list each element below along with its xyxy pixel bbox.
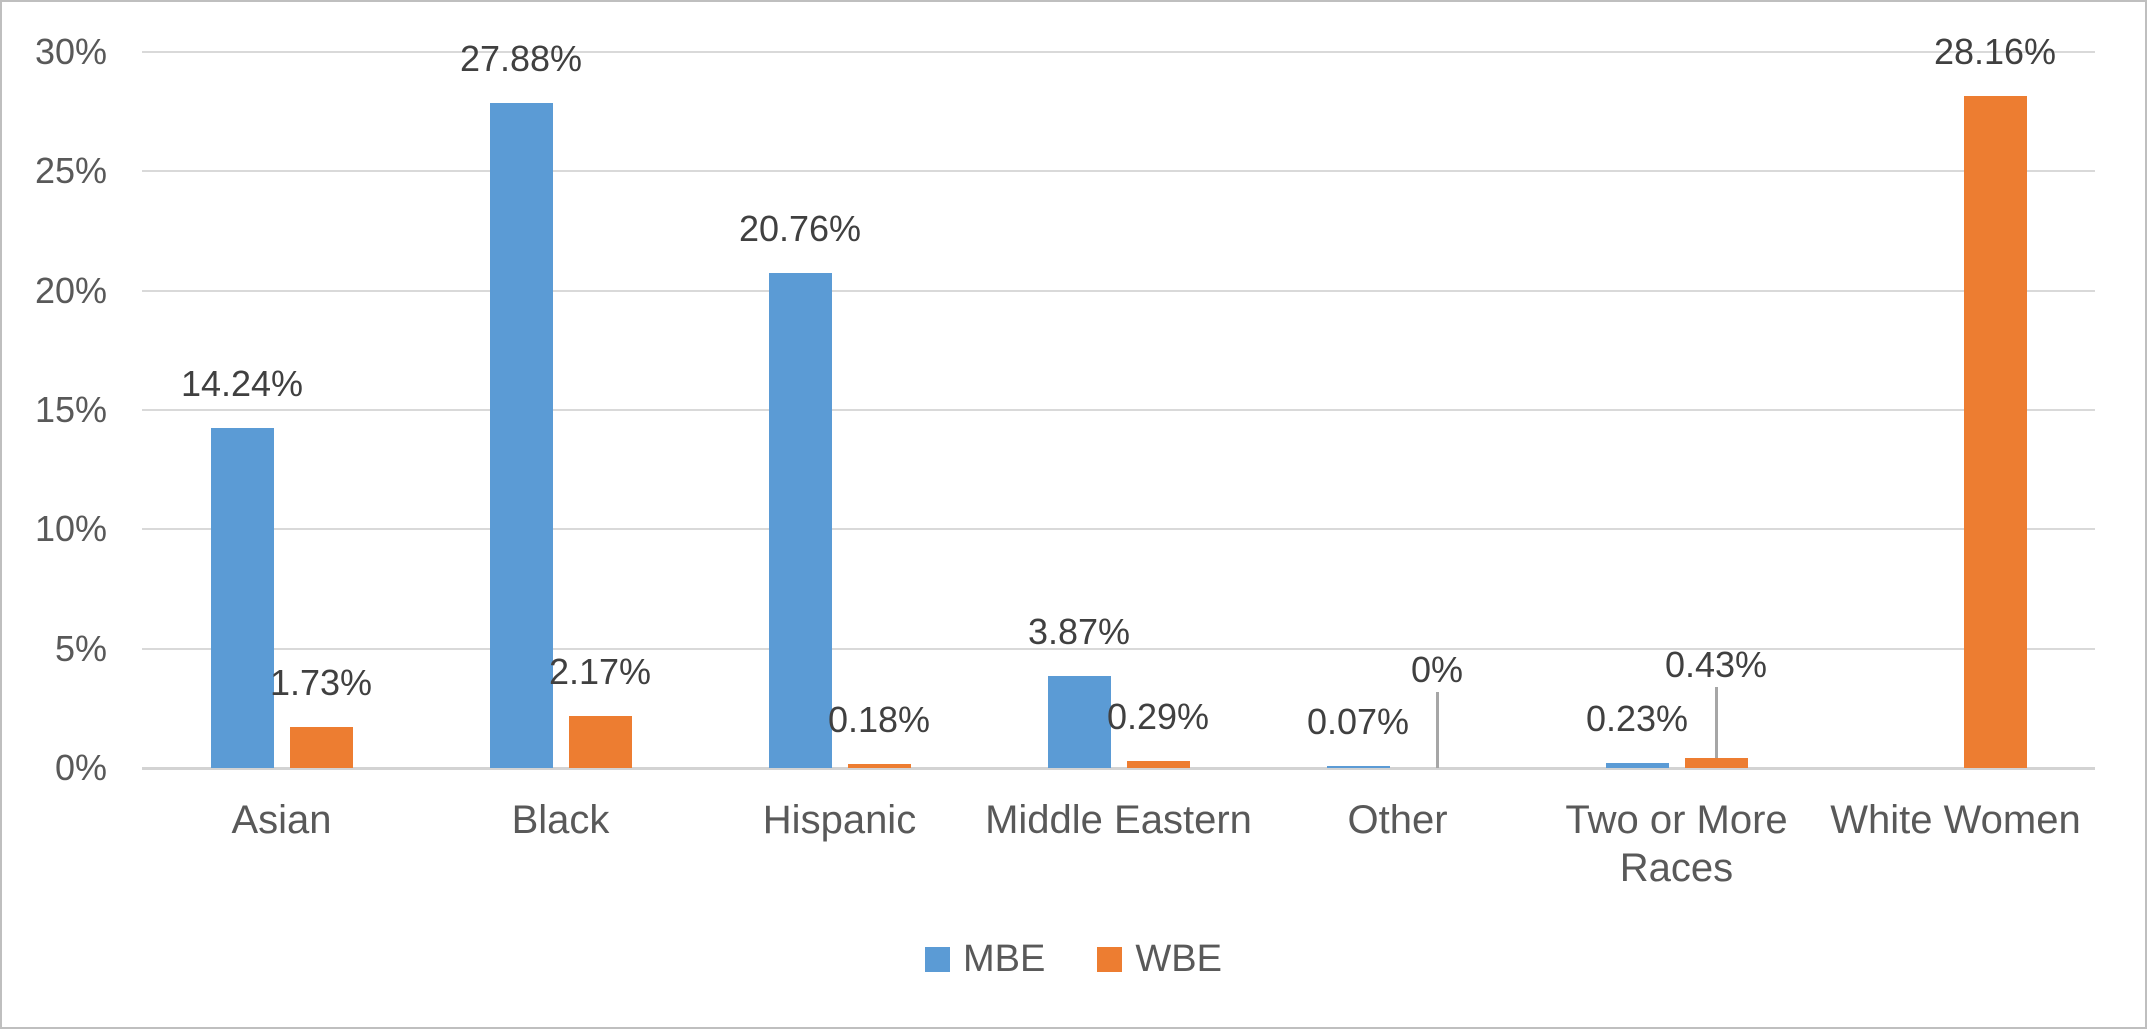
bar-wbe-1 xyxy=(568,716,632,768)
category-label-5: Two or More Races xyxy=(1565,798,1788,890)
gridline xyxy=(142,289,2095,292)
category-label-3: Middle Eastern xyxy=(985,798,1252,842)
bar-wbe-5 xyxy=(1684,757,1748,768)
bar-mbe-2 xyxy=(768,272,832,768)
bar-wbe-3 xyxy=(1126,761,1190,768)
y-tick-label: 15% xyxy=(34,389,107,430)
data-label-wbe-6: 28.16% xyxy=(1933,30,2057,72)
data-label-mbe-2: 20.76% xyxy=(738,207,862,249)
gridline xyxy=(142,528,2095,531)
legend-swatch-icon xyxy=(1097,947,1123,972)
bar-mbe-5 xyxy=(1605,762,1669,768)
y-tick-label: 20% xyxy=(34,269,107,311)
y-tick-label: 5% xyxy=(54,627,107,669)
legend: MBE WBE xyxy=(2,938,2145,981)
category-label-0: Asian xyxy=(231,798,332,842)
leader-line xyxy=(1714,687,1718,758)
leader-line xyxy=(1435,692,1439,768)
data-label-mbe-5: 0.23% xyxy=(1585,697,1689,739)
gridline xyxy=(142,409,2095,411)
y-tick-label: 10% xyxy=(34,508,107,550)
gridline xyxy=(142,170,2095,173)
bar-mbe-4 xyxy=(1326,766,1390,768)
data-label-mbe-1: 27.88% xyxy=(459,37,583,79)
category-label-4: Other xyxy=(1347,798,1448,842)
bar-wbe-6 xyxy=(1963,95,2027,768)
data-label-wbe-2: 0.18% xyxy=(827,698,931,740)
category-label-2: Hispanic xyxy=(762,798,917,842)
y-tick-label: 0% xyxy=(54,747,107,788)
data-label-wbe-1: 2.17% xyxy=(548,651,652,693)
data-label-wbe-4: 0% xyxy=(1410,649,1464,690)
legend-item-wbe: WBE xyxy=(1097,938,1222,981)
category-label-6: White Women xyxy=(1830,798,2081,842)
legend-label: WBE xyxy=(1135,938,1222,980)
category-label-1: Black xyxy=(511,798,610,842)
x-axis-line xyxy=(142,767,2095,770)
data-label-mbe-3: 3.87% xyxy=(1027,610,1131,652)
bar-wbe-2 xyxy=(847,763,911,768)
data-label-mbe-0: 14.24% xyxy=(180,363,304,405)
data-label-wbe-5: 0.43% xyxy=(1664,644,1768,685)
legend-item-mbe: MBE xyxy=(925,938,1045,981)
data-label-wbe-0: 1.73% xyxy=(269,661,373,703)
bar-mbe-0 xyxy=(210,428,274,768)
legend-swatch-icon xyxy=(925,947,951,972)
y-tick-label: 30% xyxy=(34,31,107,72)
gridline xyxy=(142,647,2095,650)
data-label-wbe-3: 0.29% xyxy=(1106,696,1210,738)
bar-wbe-0 xyxy=(289,726,353,768)
bar-mbe-3 xyxy=(1047,675,1111,768)
data-label-mbe-4: 0.07% xyxy=(1306,701,1410,743)
bar-mbe-1 xyxy=(489,102,553,768)
gridline xyxy=(142,51,2095,53)
y-tick-label: 25% xyxy=(34,150,107,192)
legend-label: MBE xyxy=(963,938,1046,980)
